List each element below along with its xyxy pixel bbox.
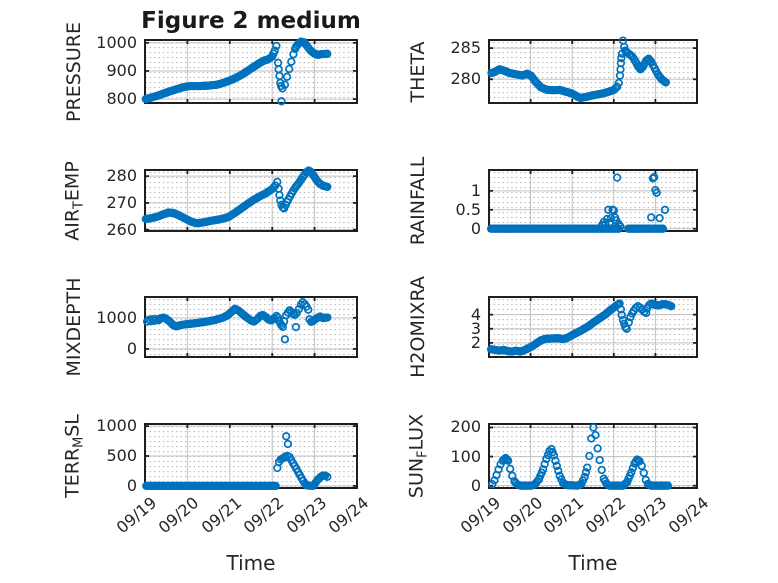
data-series-terr_msl	[142, 432, 332, 491]
x-tick-label: 09/24	[664, 493, 713, 538]
chart-sun_flux	[488, 423, 698, 490]
y-axis-label-air_temp: AIRTEMP	[61, 160, 87, 241]
chart-rainfall	[486, 169, 698, 233]
data-series-air_temp	[141, 166, 332, 228]
y-tick-label-rainfall: 1	[470, 180, 481, 200]
y-tick-label-terr_msl: 1000	[96, 416, 137, 436]
y-tick-label-pressure: 1000	[96, 32, 137, 52]
x-tick-label: 09/23	[282, 493, 330, 538]
x-tick-label: 09/24	[324, 493, 373, 538]
data-series-sun_flux	[488, 423, 673, 490]
y-axis-label-theta: THETA	[407, 40, 429, 103]
y-tick-label-air_temp: 270	[106, 192, 137, 212]
axes-box	[144, 296, 358, 358]
y-tick-label-terr_msl: 0	[126, 475, 137, 495]
data-series-mixdepth	[142, 298, 332, 344]
y-tick-label-mixdepth: 1000	[96, 307, 137, 327]
y-tick-label-air_temp: 260	[106, 219, 137, 239]
y-tick-label-theta: 280	[450, 69, 481, 89]
y-tick-label-sun_flux: 100	[450, 446, 481, 466]
y-tick-label-air_temp: 280	[106, 166, 137, 186]
y-tick-label-pressure: 900	[106, 60, 137, 80]
y-tick-label-rainfall: 0.5	[455, 199, 481, 219]
axes-box	[144, 169, 358, 232]
x-tick-label: 09/22	[581, 493, 630, 538]
y-tick-label-h2omixra: 3	[470, 318, 481, 338]
y-tick-label-sun_flux: 200	[450, 417, 481, 437]
y-tick-label-pressure: 800	[106, 89, 137, 109]
x-tick-label: 09/19	[112, 493, 161, 538]
x-tick-label: 09/19	[456, 493, 505, 538]
chart-h2omixra	[486, 296, 698, 358]
figure-title: Figure 2 medium	[141, 8, 361, 34]
data-series-h2omixra	[486, 299, 676, 356]
minor-grid	[489, 170, 697, 231]
y-tick-label-h2omixra: 2	[470, 332, 481, 352]
y-tick-label-h2omixra: 4	[470, 304, 481, 324]
chart-pressure	[141, 37, 358, 106]
x-tick-label: 09/20	[155, 493, 203, 538]
x-tick-label: 09/21	[197, 493, 246, 538]
x-axis-label-time: Time	[568, 551, 618, 575]
x-tick-label: 09/21	[539, 493, 588, 538]
chart-mixdepth	[142, 296, 358, 358]
y-tick-label-sun_flux: 0	[470, 475, 481, 495]
chart-theta	[487, 36, 698, 104]
chart-terr_msl	[142, 423, 358, 491]
data-series-rainfall	[486, 173, 670, 233]
x-tick-label: 09/20	[498, 493, 546, 538]
y-tick-label-rainfall: 0	[470, 218, 481, 238]
data-series-pressure	[141, 37, 332, 106]
y-axis-label-rainfall: RAINFALL	[407, 156, 429, 245]
x-tick-label: 09/23	[623, 493, 671, 538]
y-axis-label-terr_msl: TERRMSL	[61, 414, 87, 498]
y-axis-label-h2omixra: H2OMIXRA	[407, 276, 429, 378]
y-axis-label-mixdepth: MIXDEPTH	[63, 277, 85, 377]
y-axis-label-sun_flux: SUNFLUX	[405, 413, 431, 499]
x-tick-label: 09/22	[239, 493, 288, 538]
y-axis-label-pressure: PRESSURE	[63, 21, 85, 122]
x-axis-label-time: Time	[226, 551, 276, 575]
y-tick-label-terr_msl: 500	[106, 446, 137, 465]
data-series-theta	[487, 36, 670, 103]
chart-air_temp	[141, 166, 358, 232]
axes-box	[488, 296, 698, 358]
y-tick-label-mixdepth: 0	[126, 338, 137, 358]
y-tick-label-theta: 285	[450, 38, 481, 58]
